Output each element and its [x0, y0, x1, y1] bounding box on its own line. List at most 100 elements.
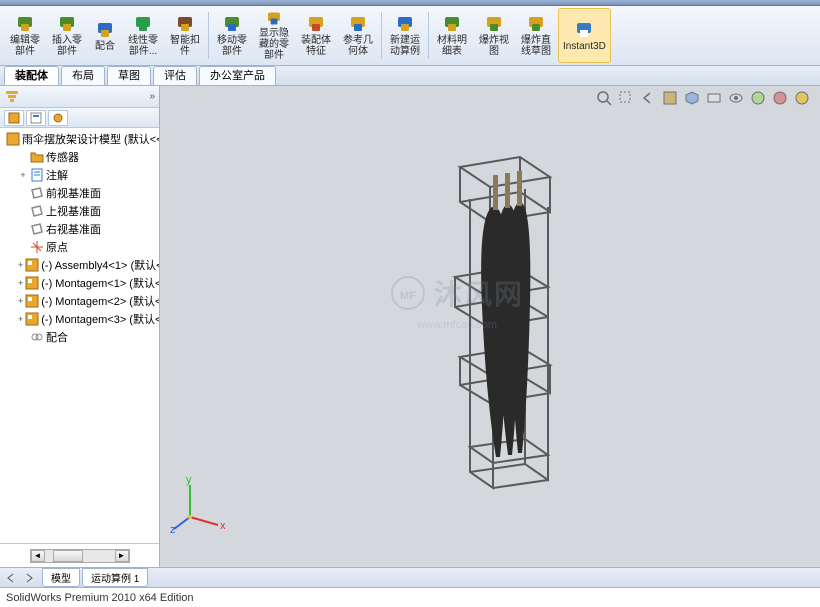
ribbon-icon-2 — [95, 20, 115, 40]
command-tab-4[interactable]: 办公室产品 — [199, 66, 276, 85]
ribbon-button-10[interactable]: 材料明 细表 — [432, 8, 472, 63]
3d-model — [400, 147, 580, 507]
ribbon-label: 爆炸视 图 — [479, 35, 509, 57]
ribbon-button-9[interactable]: 新建运 动算例 — [385, 8, 425, 63]
scroll-left-button[interactable]: ◄ — [31, 550, 45, 562]
tree-node-10[interactable]: 配合 — [2, 328, 157, 346]
plane-icon — [30, 186, 44, 200]
section-view-icon[interactable] — [662, 90, 678, 106]
plane-icon — [30, 222, 44, 236]
tree-root-label: 雨伞摆放架设计模型 (默认<< — [22, 131, 159, 147]
tab-scroll-left-icon[interactable] — [4, 571, 18, 585]
ribbon-label: 材料明 细表 — [437, 35, 467, 57]
tree-node-label: (-) Assembly4<1> (默认< — [41, 257, 159, 273]
note-icon — [30, 168, 44, 182]
tree-node-label: 右视基准面 — [46, 221, 101, 237]
tree-node-label: 注解 — [46, 167, 68, 183]
ribbon-label: 插入零 部件 — [52, 35, 82, 57]
command-tab-2[interactable]: 草图 — [107, 66, 151, 85]
property-tab-icon[interactable] — [26, 110, 46, 126]
ribbon-icon-4 — [175, 14, 195, 34]
tree-node-6[interactable]: + (-) Assembly4<1> (默认< — [2, 256, 157, 274]
tree-node-7[interactable]: + (-) Montagem<1> (默认< — [2, 274, 157, 292]
tree-node-label: (-) Montagem<3> (默认< — [41, 311, 159, 327]
scene-icon[interactable] — [750, 90, 766, 106]
ribbon-icon-0 — [15, 14, 35, 34]
ribbon-button-7[interactable]: 装配体 特征 — [296, 8, 336, 63]
ribbon-label: 新建运 动算例 — [390, 35, 420, 57]
ribbon-label: 智能扣 件 — [170, 35, 200, 57]
ribbon-icon-10 — [442, 14, 462, 34]
plane-icon — [30, 204, 44, 218]
tree-node-label: 前视基准面 — [46, 185, 101, 201]
expand-toggle[interactable]: + — [18, 170, 28, 180]
zoom-fit-icon[interactable] — [596, 90, 612, 106]
expand-toggle[interactable]: + — [18, 260, 23, 270]
ribbon-label: 线性零 部件... — [128, 35, 158, 57]
tree-tab-icon[interactable] — [4, 110, 24, 126]
ribbon-button-6[interactable]: 显示隐 藏的零 部件 — [254, 8, 294, 63]
tree-root[interactable]: 雨伞摆放架设计模型 (默认<< — [2, 130, 157, 148]
render-icon[interactable] — [794, 90, 810, 106]
folder-icon — [30, 150, 44, 164]
flyout-toggle[interactable]: » — [149, 91, 155, 102]
ribbon-button-8[interactable]: 参考几 何体 — [338, 8, 378, 63]
ribbon-icon-5 — [222, 14, 242, 34]
bottom-tab-0[interactable]: 模型 — [42, 568, 80, 587]
tree-node-0[interactable]: 传感器 — [2, 148, 157, 166]
tree-node-8[interactable]: +(-) Montagem<2> (默认< — [2, 292, 157, 310]
tree-node-label: (-) Montagem<1> (默认< — [41, 275, 159, 291]
tree-node-5[interactable]: 原点 — [2, 238, 157, 256]
ribbon-label: 装配体 特征 — [301, 35, 331, 57]
hide-show-icon[interactable] — [728, 90, 744, 106]
ribbon-icon-3 — [133, 14, 153, 34]
ribbon-label: 参考几 何体 — [343, 35, 373, 57]
sidebar-toolbar: » — [0, 86, 159, 108]
tree-node-9[interactable]: + (-) Montagem<3> (默认< — [2, 310, 157, 328]
tree-node-2[interactable]: 前视基准面 — [2, 184, 157, 202]
ribbon-button-4[interactable]: 智能扣 件 — [165, 8, 205, 63]
tree-node-4[interactable]: 右视基准面 — [2, 220, 157, 238]
config-tab-icon[interactable] — [48, 110, 68, 126]
filter-icon[interactable] — [4, 89, 20, 105]
3d-viewport[interactable]: MF 沐风网 www.mfcad.com x y z — [160, 86, 820, 567]
tree-node-3[interactable]: 上视基准面 — [2, 202, 157, 220]
horizontal-scrollbar[interactable]: ◄ ► — [30, 549, 130, 563]
sidebar-tabs — [0, 108, 159, 128]
appearance-icon[interactable] — [772, 90, 788, 106]
expand-toggle[interactable]: + — [18, 278, 23, 288]
prev-view-icon[interactable] — [640, 90, 656, 106]
ribbon-button-11[interactable]: 爆炸视 图 — [474, 8, 514, 63]
tree-node-label: 配合 — [46, 329, 68, 345]
expand-toggle[interactable]: + — [18, 314, 23, 324]
view-orient-icon[interactable] — [684, 90, 700, 106]
ribbon-button-1[interactable]: 插入零 部件 — [47, 8, 87, 63]
feature-tree: 雨伞摆放架设计模型 (默认<<传感器+注解前视基准面上视基准面右视基准面原点+(… — [0, 128, 159, 543]
ribbon-label: 配合 — [95, 41, 115, 52]
scroll-right-button[interactable]: ► — [115, 550, 129, 562]
zoom-area-icon[interactable] — [618, 90, 634, 106]
bottom-tab-1[interactable]: 运动算例 1 — [82, 568, 148, 587]
orientation-triad: x y z — [170, 477, 230, 537]
ribbon-label: 移动零 部件 — [217, 35, 247, 57]
ribbon-button-2[interactable]: 配合 — [89, 8, 121, 63]
ribbon-button-3[interactable]: 线性零 部件... — [123, 8, 163, 63]
mate-icon — [30, 330, 44, 344]
bottom-tabs: 模型运动算例 1 — [0, 567, 820, 587]
status-text: SolidWorks Premium 2010 x64 Edition — [6, 592, 194, 604]
ribbon-button-5[interactable]: 移动零 部件 — [212, 8, 252, 63]
command-tab-1[interactable]: 布局 — [61, 66, 105, 85]
expand-toggle[interactable]: + — [18, 296, 23, 306]
ribbon-icon-6 — [264, 10, 284, 27]
scroll-thumb[interactable] — [53, 550, 83, 562]
ribbon-button-0[interactable]: 编辑零 部件 — [5, 8, 45, 63]
display-style-icon[interactable] — [706, 90, 722, 106]
ribbon-button-12[interactable]: 爆炸直 线草图 — [516, 8, 556, 63]
tree-node-label: 传感器 — [46, 149, 79, 165]
command-tab-0[interactable]: 装配体 — [4, 66, 59, 85]
tree-node-1[interactable]: + 注解 — [2, 166, 157, 184]
command-tab-3[interactable]: 评估 — [153, 66, 197, 85]
ribbon-button-13[interactable]: Instant3D — [558, 8, 611, 63]
ribbon-icon-1 — [57, 14, 77, 34]
tab-scroll-right-icon[interactable] — [22, 571, 36, 585]
